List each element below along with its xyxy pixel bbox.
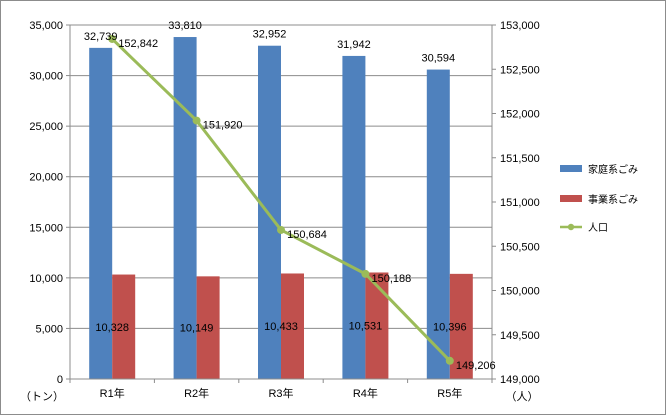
y-right-tick-label: 150,500 — [500, 241, 540, 253]
data-labels: 32,739 33,810 32,952 31,942 30,594 10,328 10,1… — [84, 20, 496, 372]
data-label-business: 10,433 — [264, 321, 298, 333]
y-left-tick-label: 25,000 — [29, 121, 63, 133]
y-left-tick-label: 30,000 — [29, 71, 63, 83]
population-marker — [192, 116, 201, 125]
bar-household — [173, 37, 197, 379]
data-label-business: 10,531 — [349, 321, 383, 333]
data-label-population: 150,684 — [287, 229, 327, 241]
data-label-population: 152,842 — [118, 38, 158, 50]
data-label-household: 32,952 — [253, 29, 287, 41]
y-right-unit: （人） — [506, 390, 539, 403]
population-marker — [108, 34, 117, 43]
x-tick-label: R2年 — [184, 386, 209, 400]
legend-swatch-household — [560, 165, 582, 172]
population-marker — [361, 269, 370, 278]
bar-series — [89, 37, 473, 380]
bar-household — [426, 69, 450, 380]
axes — [66, 24, 496, 383]
y-right-tick-label: 151,500 — [500, 153, 540, 165]
data-label-business: 10,328 — [95, 322, 129, 334]
legend-label-business: 事業系ごみ — [588, 193, 638, 206]
bar-business — [196, 276, 220, 379]
data-label-household: 33,810 — [168, 20, 202, 32]
tick-labels: 0 5,000 10,000 15,000 20,000 25,000 30,000 35,0… — [29, 20, 539, 400]
y-right-tick-label: 152,500 — [500, 64, 540, 76]
data-label-business: 10,149 — [180, 323, 214, 335]
legend-label-population: 人口 — [588, 222, 608, 234]
data-label-population: 150,188 — [372, 273, 412, 285]
x-tick-label: R3年 — [268, 386, 293, 400]
bar-household — [89, 47, 113, 379]
data-label-population: 149,206 — [456, 360, 496, 372]
legend-marker-population — [567, 223, 575, 231]
bar-business — [281, 273, 304, 379]
x-tick-label: R5年 — [437, 386, 462, 400]
population-marker — [277, 225, 285, 234]
y-left-unit: （トン） — [20, 390, 64, 403]
data-label-business: 10,396 — [433, 321, 467, 333]
y-left-tick-label: 5,000 — [35, 323, 63, 335]
y-right-tick-label: 150,000 — [500, 286, 540, 298]
line-series — [108, 34, 454, 365]
x-tick-label: R4年 — [353, 386, 378, 400]
data-label-population: 151,920 — [203, 120, 243, 132]
y-right-tick-label: 149,500 — [500, 330, 540, 342]
bar-household — [342, 55, 366, 380]
legend-label-household: 家庭系ごみ — [588, 163, 638, 176]
population-marker — [445, 356, 454, 365]
data-label-household: 30,594 — [421, 53, 455, 65]
legend-swatch-business — [560, 195, 582, 202]
y-right-tick-label: 151,000 — [500, 197, 540, 209]
y-right-tick-label: 149,000 — [500, 374, 540, 386]
bar-business — [112, 274, 136, 379]
y-left-tick-label: 20,000 — [29, 172, 63, 184]
bar-business — [449, 273, 473, 379]
y-right-tick-label: 153,000 — [500, 20, 540, 32]
legend: 家庭系ごみ 事業系ごみ 人口 — [560, 163, 638, 234]
y-left-tick-label: 10,000 — [29, 273, 63, 285]
data-label-household: 32,739 — [84, 31, 118, 43]
y-left-tick-label: 15,000 — [29, 222, 63, 234]
bar-business — [365, 272, 389, 379]
x-tick-label: R1年 — [100, 386, 125, 400]
data-label-household: 31,942 — [337, 39, 371, 51]
bar-household — [258, 45, 281, 380]
y-left-tick-label: 35,000 — [29, 20, 63, 32]
y-left-tick-label: 0 — [57, 374, 63, 386]
y-right-tick-label: 152,000 — [500, 109, 540, 121]
